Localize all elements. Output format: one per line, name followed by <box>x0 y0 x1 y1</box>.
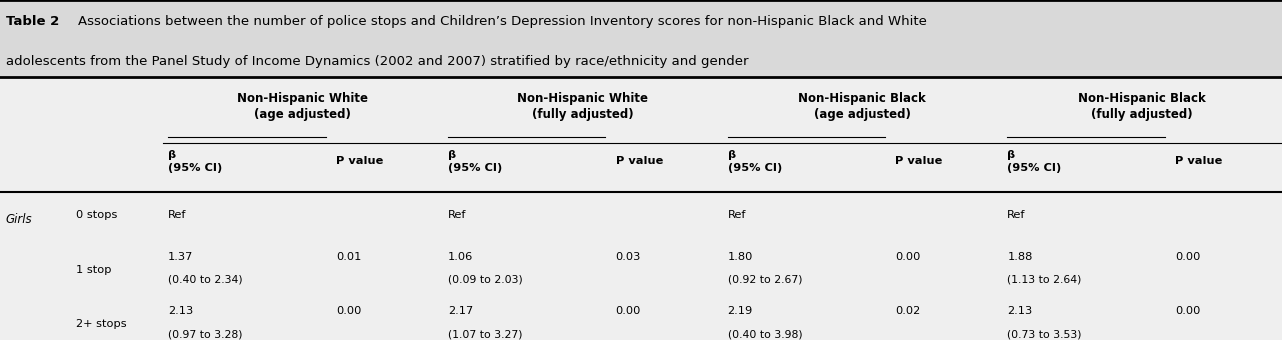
Text: (0.40 to 3.98): (0.40 to 3.98) <box>728 329 803 339</box>
Text: β
(95% CI): β (95% CI) <box>168 150 222 172</box>
Text: β
(95% CI): β (95% CI) <box>728 150 782 172</box>
Text: 0 stops: 0 stops <box>76 210 117 220</box>
Text: 0.02: 0.02 <box>895 306 920 316</box>
Text: Non-Hispanic Black
(age adjusted): Non-Hispanic Black (age adjusted) <box>799 92 926 121</box>
Text: 2.13: 2.13 <box>168 306 194 316</box>
Text: 1.88: 1.88 <box>1008 252 1033 262</box>
Text: 0.00: 0.00 <box>336 306 362 316</box>
Text: β
(95% CI): β (95% CI) <box>1008 150 1061 172</box>
Text: adolescents from the Panel Study of Income Dynamics (2002 and 2007) stratified b: adolescents from the Panel Study of Inco… <box>6 55 749 68</box>
Text: P value: P value <box>895 156 942 166</box>
Text: 1.06: 1.06 <box>447 252 473 262</box>
Text: Non-Hispanic White
(age adjusted): Non-Hispanic White (age adjusted) <box>237 92 368 121</box>
Text: Non-Hispanic White
(fully adjusted): Non-Hispanic White (fully adjusted) <box>517 92 647 121</box>
Text: P value: P value <box>615 156 663 166</box>
Bar <box>0 76 1282 340</box>
Bar <box>0 0 1282 76</box>
Text: 0.00: 0.00 <box>615 306 641 316</box>
Text: Non-Hispanic Black
(fully adjusted): Non-Hispanic Black (fully adjusted) <box>1078 92 1206 121</box>
Text: P value: P value <box>1176 156 1223 166</box>
Text: (0.92 to 2.67): (0.92 to 2.67) <box>728 275 803 285</box>
Text: 1 stop: 1 stop <box>76 265 112 275</box>
Text: 0.00: 0.00 <box>1176 306 1200 316</box>
Text: β
(95% CI): β (95% CI) <box>447 150 503 172</box>
Text: 2.13: 2.13 <box>1008 306 1032 316</box>
Text: 0.00: 0.00 <box>895 252 920 262</box>
Text: 1.37: 1.37 <box>168 252 194 262</box>
Text: Girls: Girls <box>5 213 32 226</box>
Text: 0.00: 0.00 <box>1176 252 1200 262</box>
Text: Ref: Ref <box>728 210 746 220</box>
Text: Ref: Ref <box>168 210 186 220</box>
Text: 2.19: 2.19 <box>728 306 753 316</box>
Text: Associations between the number of police stops and Children’s Depression Invent: Associations between the number of polic… <box>78 15 927 28</box>
Text: Ref: Ref <box>1008 210 1026 220</box>
Text: (0.09 to 2.03): (0.09 to 2.03) <box>447 275 523 285</box>
Text: (1.13 to 2.64): (1.13 to 2.64) <box>1008 275 1082 285</box>
Text: (0.97 to 3.28): (0.97 to 3.28) <box>168 329 242 339</box>
Text: 2+ stops: 2+ stops <box>76 319 126 329</box>
Text: 0.01: 0.01 <box>336 252 362 262</box>
Text: 0.03: 0.03 <box>615 252 641 262</box>
Text: 2.17: 2.17 <box>447 306 473 316</box>
Text: Ref: Ref <box>447 210 467 220</box>
Text: (0.73 to 3.53): (0.73 to 3.53) <box>1008 329 1082 339</box>
Text: P value: P value <box>336 156 383 166</box>
Text: (1.07 to 3.27): (1.07 to 3.27) <box>447 329 522 339</box>
Text: 1.80: 1.80 <box>728 252 753 262</box>
Text: (0.40 to 2.34): (0.40 to 2.34) <box>168 275 242 285</box>
Text: Table 2: Table 2 <box>6 15 60 28</box>
